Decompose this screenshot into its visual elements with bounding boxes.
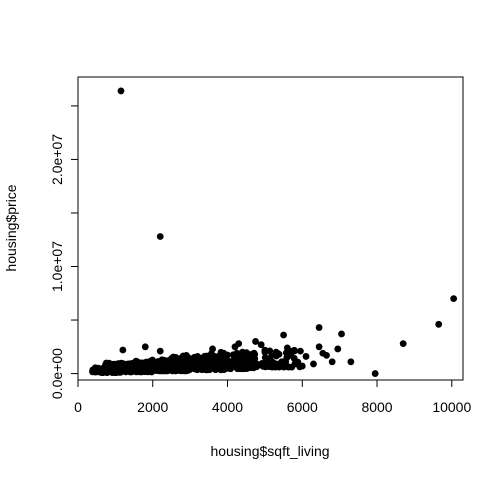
data-point [315, 324, 323, 331]
y-tick-label: 1.0e+07 [49, 241, 65, 292]
plot-border [77, 76, 464, 381]
y-tick-label: 2.0e+07 [49, 134, 65, 185]
data-point [185, 356, 193, 364]
data-point [283, 363, 291, 371]
data-point [210, 359, 218, 367]
x-axis: 0 2000 4000 6000 8000 10000 [74, 379, 471, 415]
data-point [108, 368, 116, 376]
data-point [107, 361, 115, 369]
data-point [178, 362, 185, 370]
data-point [169, 359, 177, 367]
data-point [315, 343, 323, 351]
data-point [196, 358, 204, 365]
data-point [155, 360, 163, 368]
data-point [252, 338, 259, 345]
data-point [328, 358, 336, 366]
data-point [172, 353, 180, 361]
data-point [114, 368, 121, 376]
data-point [156, 347, 164, 355]
data-point [259, 363, 267, 370]
data-point [141, 366, 149, 374]
data-point [334, 345, 342, 353]
data-point [257, 341, 265, 349]
x-tick-label: 8000 [361, 399, 392, 415]
x-tick-label: 0 [74, 399, 82, 415]
data-point [268, 363, 276, 371]
data-point [143, 361, 151, 369]
data-point [182, 362, 190, 370]
data-point [222, 360, 229, 367]
data-point [156, 233, 164, 240]
data-point [163, 364, 170, 372]
data-point [297, 347, 304, 355]
data-point [156, 365, 164, 373]
data-point [310, 360, 317, 368]
data-point [221, 354, 229, 362]
y-tick-label: 0.0e+00 [49, 348, 65, 399]
data-point [230, 356, 238, 364]
data-point [217, 363, 225, 371]
data-point [119, 346, 127, 354]
data-point [235, 340, 243, 347]
data-point [435, 320, 443, 328]
data-point [237, 353, 244, 361]
data-point [117, 87, 125, 95]
data-point [283, 354, 291, 362]
x-tick-label: 4000 [212, 399, 243, 415]
data-point [290, 355, 298, 362]
data-point [272, 352, 280, 360]
y-axis-title: housing$price [3, 184, 19, 271]
data-point [319, 349, 327, 357]
data-point [399, 340, 407, 347]
x-tick-label: 10000 [432, 399, 471, 415]
data-point [287, 347, 295, 355]
data-point [450, 295, 458, 303]
data-point [248, 362, 255, 369]
x-tick-label: 2000 [137, 399, 168, 415]
data-point [261, 346, 269, 354]
data-point [338, 330, 345, 338]
data-point [347, 358, 355, 366]
data-point [248, 353, 256, 361]
y-axis: 0.0e+00 1.0e+07 2.0e+07 [49, 105, 79, 399]
x-tick-label: 6000 [287, 399, 318, 415]
data-point [371, 370, 379, 377]
data-point [89, 368, 96, 376]
data-point [261, 354, 269, 362]
data-point [172, 365, 180, 373]
points-layer [89, 87, 458, 377]
data-point [302, 353, 310, 360]
x-axis-title: housing$sqft_living [210, 443, 329, 459]
data-point [191, 356, 199, 364]
data-point [141, 343, 149, 351]
data-point [193, 366, 201, 374]
data-point [280, 331, 287, 339]
